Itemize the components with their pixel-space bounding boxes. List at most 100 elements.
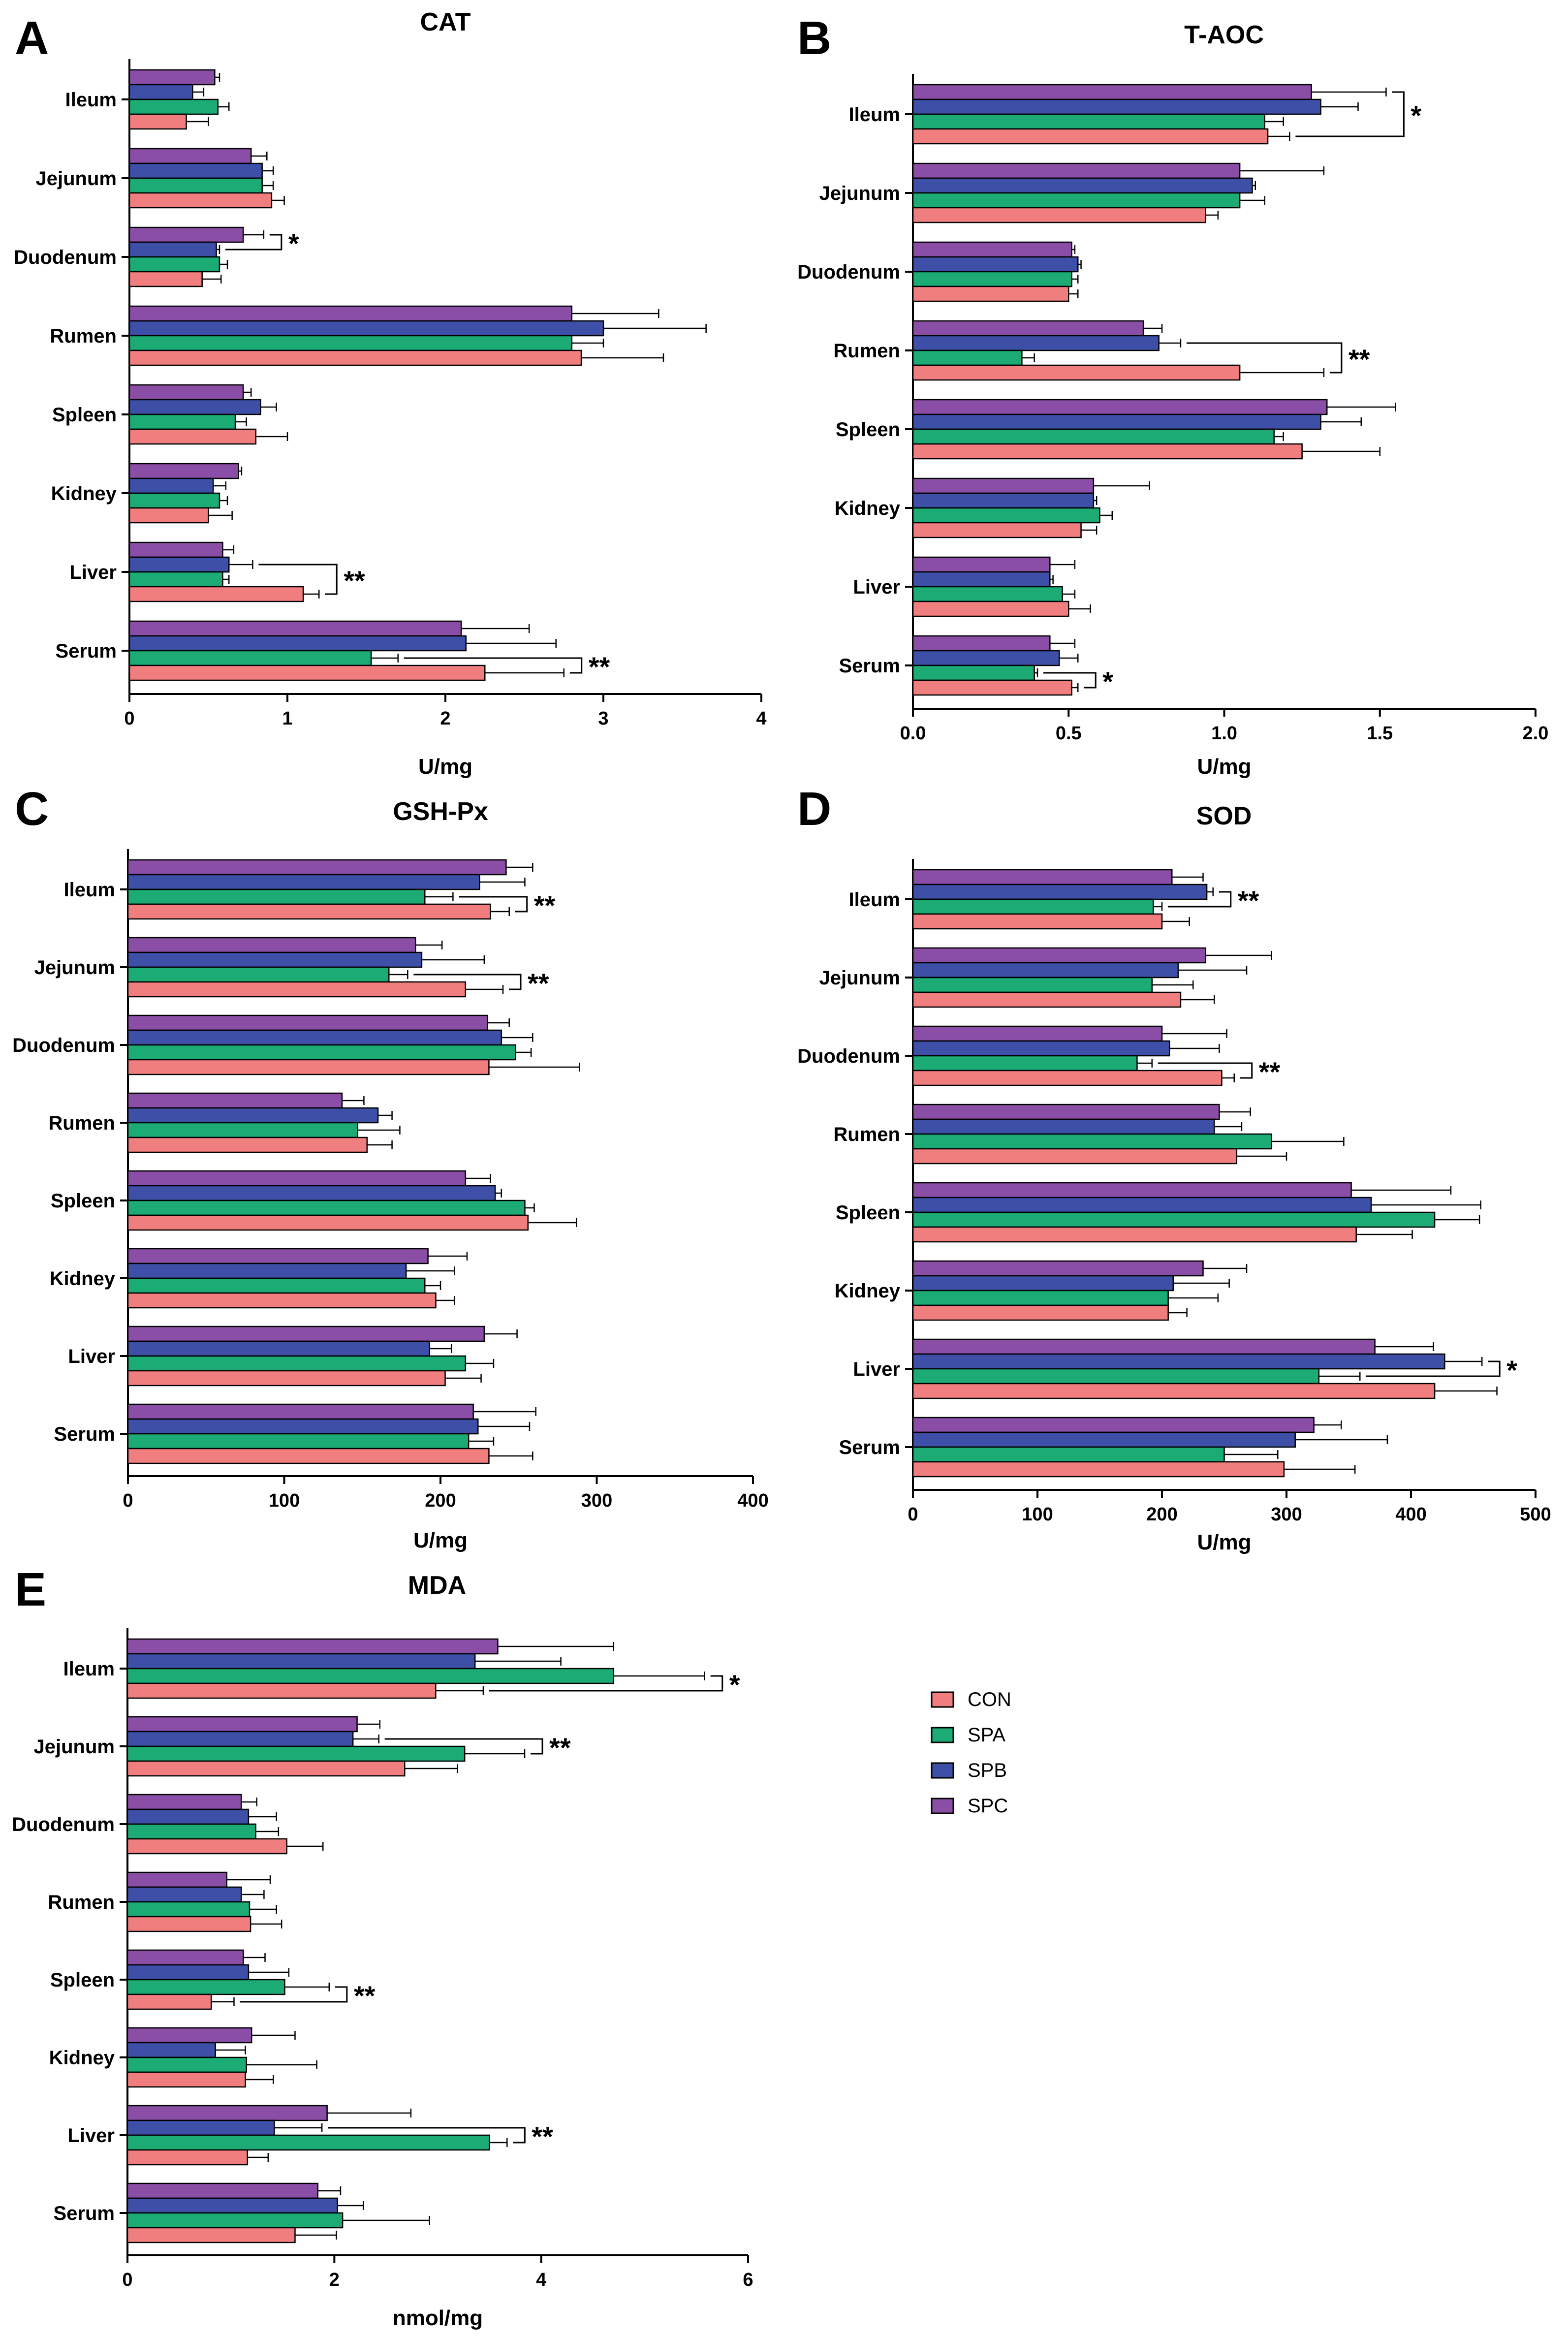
category-label-b-jejunum: Jejunum [819,183,900,204]
significance-bracket-a-0 [225,234,282,251]
category-label-c-spleen: Spleen [51,1190,115,1212]
bar-a-jejunum-spa [128,177,263,194]
x-tick-label-c-0: 0 [123,1490,133,1511]
bar-b-duodenum-spc [912,241,1072,258]
bar-d-rumen-spc [912,1104,1220,1120]
x-tick-label-a-3: 3 [598,708,608,729]
bar-b-rumen-spc [912,320,1144,337]
bar-d-duodenum-spa [912,1055,1138,1072]
bar-c-duodenum-con [127,1059,490,1075]
bar-c-kidney-con [127,1292,437,1309]
bar-c-ileum-spa [127,888,426,905]
category-label-d-rumen: Rumen [833,1124,900,1145]
significance-bracket-a-2 [404,657,583,674]
bar-a-ileum-con [128,113,187,130]
panel-c: C GSH-Px 0 100 200 300 400 U/mg Ileum Jejunum Duod… [12,783,769,1552]
bar-a-duodenum-spc [128,226,244,243]
category-label-e-liver: Liver [67,2125,115,2147]
bar-e-rumen-con [126,1916,251,1932]
chart-title-d: SOD [1196,802,1252,830]
bar-a-serum-spc [128,620,462,637]
significance-bracket-e-1 [384,1738,543,1755]
significance-mark-a-0: * [288,228,299,259]
bar-d-kidney-spb [912,1275,1174,1292]
significance-mark-d-0: ** [1238,885,1259,916]
bar-b-liver-spb [912,571,1051,588]
category-label-e-rumen: Rumen [48,1892,115,1913]
category-label-c-duodenum: Duodenum [12,1035,115,1056]
bar-b-duodenum-con [912,285,1069,302]
bar-e-liver-con [126,2149,249,2166]
bar-d-spleen-spc [912,1182,1352,1199]
bar-b-serum-spc [912,635,1051,652]
bar-e-duodenum-spa [126,1823,256,1840]
bar-e-jejunum-spb [126,1731,354,1747]
bar-d-jejunum-spb [912,962,1179,979]
bar-c-ileum-spb [127,874,480,890]
bar-d-jejunum-con [912,991,1182,1008]
category-label-d-kidney: Kidney [835,1280,901,1302]
panel-b: B T-AOC 0.0 0.5 1.0 1.5 2.0 U/mg Ileum Jejunum Duo… [797,12,1548,779]
category-label-c-kidney: Kidney [50,1268,116,1290]
legend-swatch-spb [931,1762,954,1779]
bar-e-spleen-con [126,1993,212,2010]
bar-d-rumen-spb [912,1118,1215,1135]
bar-c-rumen-spc [127,1092,343,1109]
bar-e-kidney-spc [126,2027,252,2044]
significance-mark-d-1: ** [1259,1056,1281,1087]
chart-title-b: T-AOC [1184,21,1264,49]
bar-e-ileum-con [126,1682,437,1699]
x-axis-title-d: U/mg [1197,1530,1252,1554]
bar-b-jejunum-spb [912,177,1253,194]
bar-a-rumen-spb [128,320,604,337]
panel-label-b: B [797,12,831,64]
category-label-b-duodenum: Duodenum [797,261,900,283]
bar-a-kidney-spb [128,477,214,494]
bar-d-kidney-spc [912,1260,1204,1277]
bar-e-kidney-con [126,2071,246,2088]
bar-a-jejunum-con [128,192,273,209]
bar-a-duodenum-spa [128,256,220,273]
significance-mark-e-2: ** [354,1980,376,2011]
category-label-a-jejunum: Jejunum [36,168,117,189]
bar-c-serum-con [127,1448,490,1464]
bar-c-duodenum-spb [127,1029,502,1046]
x-tick-label-e-0: 0 [122,2270,132,2290]
x-tick-label-c-1: 100 [269,1490,300,1511]
x-tick-label-d-0: 0 [908,1504,918,1525]
bar-a-serum-spa [128,650,372,666]
x-axis-title-c: U/mg [413,1528,468,1552]
bar-d-serum-spa [912,1446,1225,1463]
category-label-e-spleen: Spleen [50,1969,115,1991]
bar-d-ileum-spb [912,884,1208,900]
bar-a-liver-con [128,586,304,602]
bar-c-serum-spa [127,1433,470,1450]
category-label-e-jejunum: Jejunum [34,1736,115,1758]
bar-c-ileum-con [127,903,491,920]
bar-b-duodenum-spa [912,271,1072,287]
category-label-a-duodenum: Duodenum [14,247,117,268]
significance-mark-e-3: ** [532,2121,553,2152]
bar-a-spleen-spc [128,384,244,401]
bar-c-liver-spb [127,1340,431,1357]
bar-c-jejunum-con [127,981,467,998]
bar-a-rumen-spc [128,305,573,322]
bar-a-jejunum-spc [128,148,252,164]
bar-a-liver-spa [128,571,223,588]
bar-d-serum-spb [912,1431,1296,1448]
bar-b-kidney-spc [912,477,1095,494]
x-tick-label-a-1: 1 [282,708,292,729]
panel-d: D SOD 0 100 200 300 400 500 U/mg Ileum Jejunum Duod… [797,783,1551,1554]
category-label-a-spleen: Spleen [52,404,117,426]
significance-mark-e-1: ** [549,1732,571,1763]
category-label-d-serum: Serum [839,1437,901,1458]
bar-b-kidney-spb [912,492,1095,509]
category-label-e-duodenum: Duodenum [12,1814,115,1835]
x-tick-label-c-3: 300 [581,1490,612,1511]
significance-mark-b-0: * [1411,100,1421,131]
category-label-a-serum: Serum [56,640,117,662]
bar-d-rumen-con [912,1148,1238,1165]
bar-c-liver-con [127,1370,446,1387]
category-label-b-ileum: Ileum [849,104,900,126]
